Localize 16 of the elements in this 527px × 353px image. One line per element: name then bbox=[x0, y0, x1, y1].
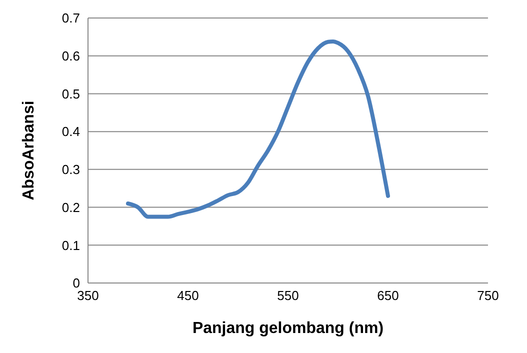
y-tick-label: 0.4 bbox=[62, 124, 80, 140]
x-axis-title: Panjang gelombang (nm) bbox=[192, 320, 384, 337]
x-tick-label: 350 bbox=[77, 288, 99, 304]
x-tick-label: 450 bbox=[177, 288, 199, 304]
y-tick-label: 0.2 bbox=[62, 200, 80, 215]
x-tick-label: 650 bbox=[377, 288, 399, 304]
y-tick-label: 0.1 bbox=[62, 238, 80, 253]
y-tick-label: 0.7 bbox=[62, 10, 80, 26]
y-tick-label: 0.5 bbox=[62, 86, 80, 102]
y-tick-label: 0.3 bbox=[62, 162, 80, 178]
y-tick-label: 0 bbox=[72, 276, 80, 291]
x-tick-label: 750 bbox=[477, 288, 499, 304]
y-axis-title: AbsoArbansi bbox=[20, 100, 38, 200]
y-tick-label: 0.6 bbox=[62, 48, 80, 64]
line-series bbox=[126, 39, 390, 219]
x-tick-label: 550 bbox=[277, 288, 299, 304]
